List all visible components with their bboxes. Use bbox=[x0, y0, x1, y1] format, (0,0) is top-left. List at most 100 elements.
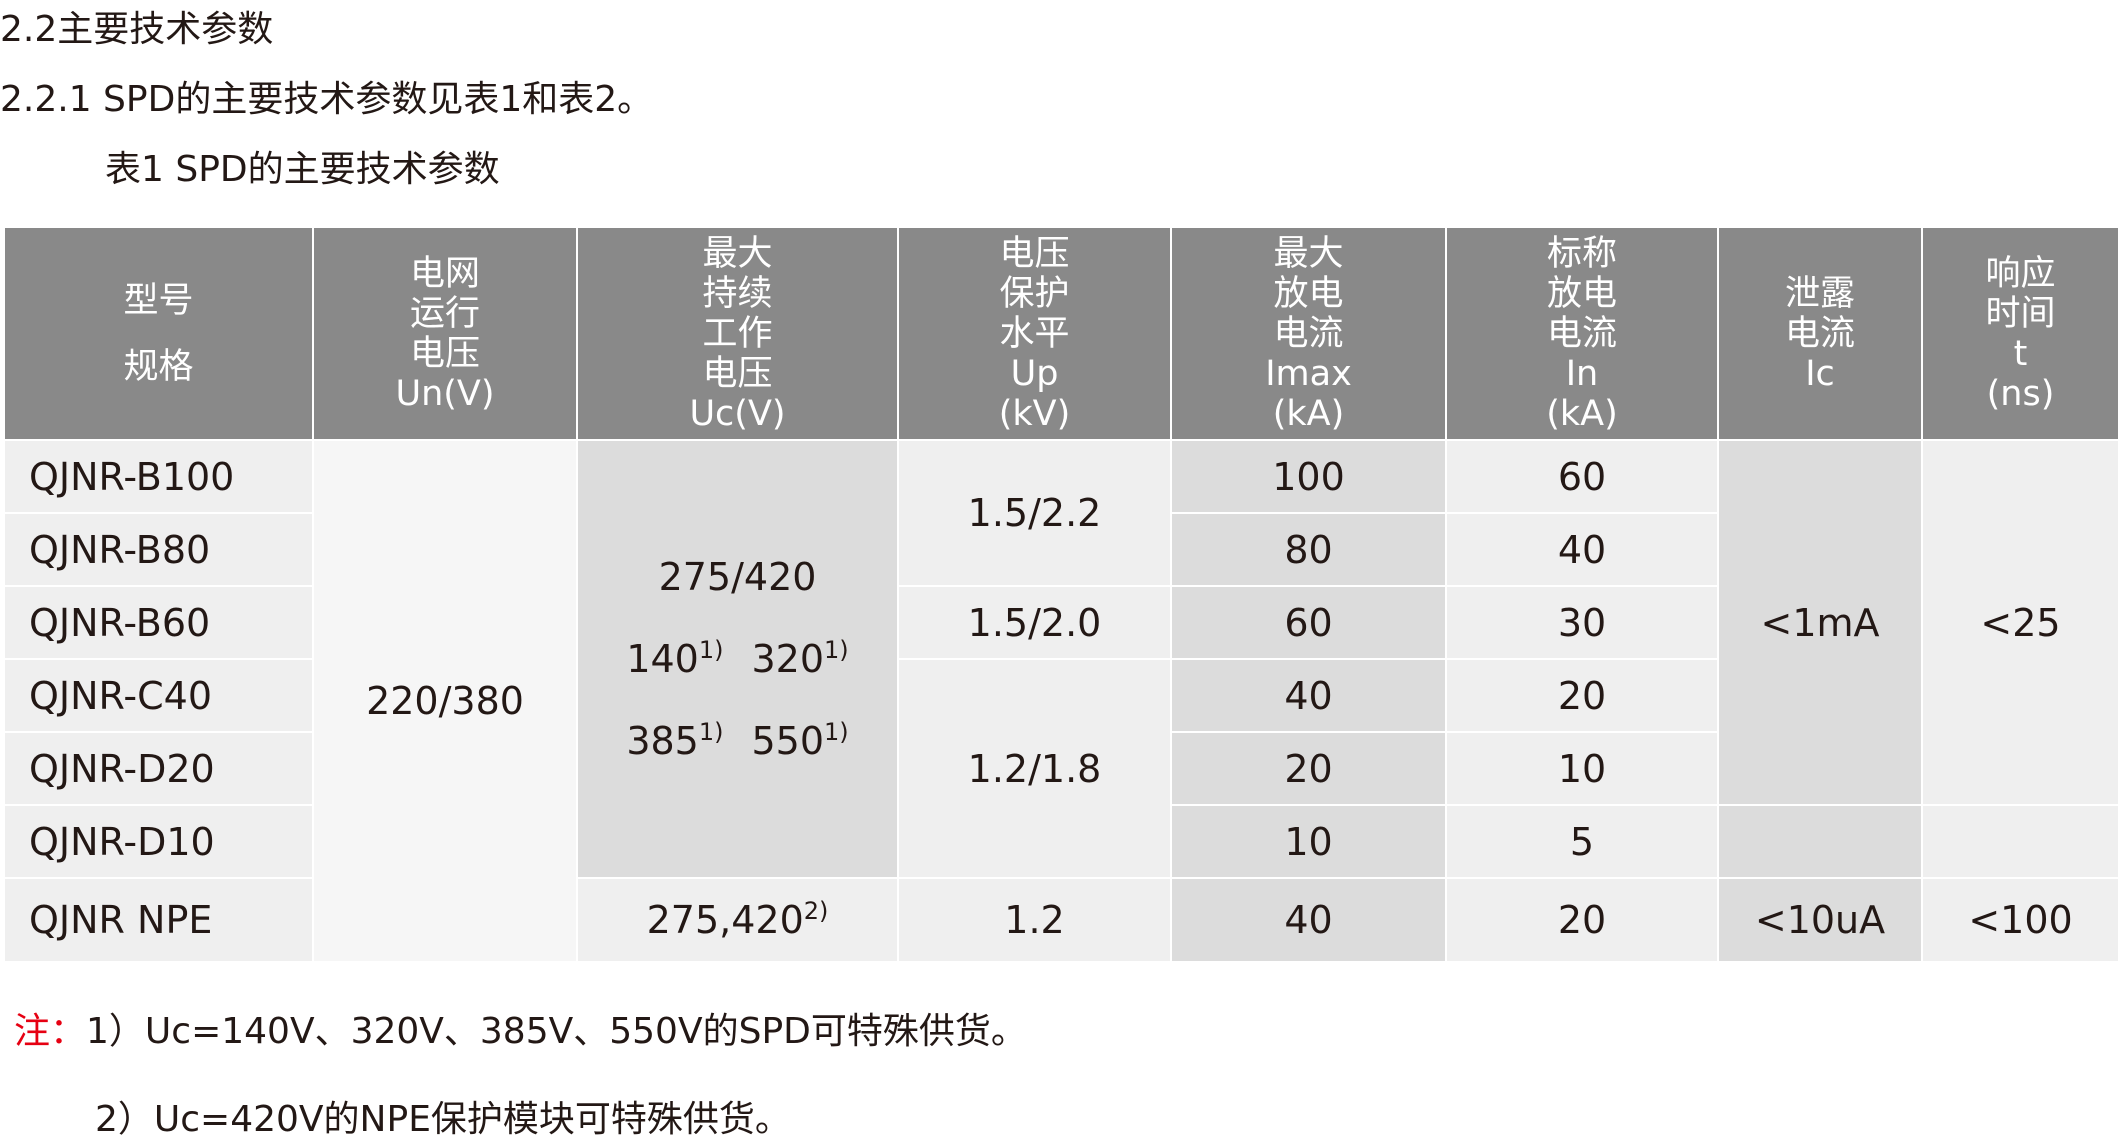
table-cell: 275,4202) bbox=[576, 877, 899, 963]
table-cell: 1.5/2.0 bbox=[897, 585, 1172, 660]
footnote-mark: 2) bbox=[803, 897, 829, 925]
header-cell: 电网 运行 电压 Un(V) bbox=[312, 226, 578, 441]
header-text: 电网 bbox=[409, 253, 480, 294]
header-text: 泄露 bbox=[1784, 273, 1855, 314]
header-text: 运行 bbox=[409, 293, 480, 334]
header-text: In bbox=[1565, 353, 1599, 394]
header-row: 型号 规格 电网 运行 电压 Un(V) 最大 持续 工作 电压 Uc(V) 电压 保护 水平 Up (kV)… bbox=[3, 226, 2120, 441]
header-text: 最大 bbox=[1273, 233, 1344, 274]
header-text: 电压 bbox=[999, 233, 1070, 274]
value-part: 3201) bbox=[752, 637, 849, 681]
header-text: 工作 bbox=[702, 313, 773, 354]
table-cell: 40 bbox=[1170, 877, 1447, 963]
table-cell: 20 bbox=[1445, 877, 1719, 963]
cell-line: 1401) 3201) bbox=[578, 618, 897, 700]
header-text: 时间 bbox=[1985, 293, 2056, 334]
value-text: 550 bbox=[751, 719, 825, 763]
footnote-mark: 1) bbox=[824, 636, 849, 664]
table-cell: 30 bbox=[1445, 585, 1719, 660]
value-part: 5501) bbox=[752, 719, 849, 763]
table-cell bbox=[1717, 804, 1923, 879]
table-cell: 10 bbox=[1445, 731, 1719, 806]
table-cell: QJNR-B60 bbox=[3, 585, 314, 660]
table-row: QJNR-D10 10 5 bbox=[3, 804, 2120, 879]
table-row: QJNR-C40 1.2/1.8 40 20 bbox=[3, 658, 2119, 879]
header-cell: 电压 保护 水平 Up (kV) bbox=[897, 226, 1172, 441]
value-part: 275/420 bbox=[659, 555, 817, 599]
table-body: QJNR-B100 220/380 275/420 1401) 3201) 3851) 55… bbox=[3, 439, 2120, 963]
spec-table: 型号 规格 电网 运行 电压 Un(V) 最大 持续 工作 电压 Uc(V) 电压 保护 水平 Up (kV)… bbox=[3, 226, 2120, 963]
table-cell: 40 bbox=[1170, 658, 1447, 733]
header-text: 电流 bbox=[1273, 313, 1344, 354]
header-text: 电流 bbox=[1784, 313, 1855, 354]
table-row: QJNR-D20 20 10 bbox=[3, 731, 2119, 806]
header-text: (kA) bbox=[1546, 393, 1618, 434]
footnote-mark: 1) bbox=[824, 718, 849, 746]
header-text: 最大 bbox=[702, 233, 773, 274]
table-cell: 40 bbox=[1445, 512, 1719, 587]
header-text: Imax bbox=[1265, 353, 1352, 394]
table-cell: 5 bbox=[1445, 804, 1719, 879]
note-text: 1）Uc=140V、320V、385V、550V的SPD可特殊供货。 bbox=[86, 1011, 1027, 1052]
table-cell: 220/380 bbox=[312, 439, 578, 963]
header-text: 响应 bbox=[1985, 253, 2056, 294]
cell-line: 275,4202) bbox=[578, 879, 897, 961]
table-row: QJNR NPE 275,4202) 1.2 40 20 <10uA <100 bbox=[3, 877, 2120, 963]
value-part: 275,4202) bbox=[647, 898, 829, 942]
header-text: 放电 bbox=[1273, 273, 1344, 314]
table-cell: 1.2 bbox=[897, 877, 1172, 963]
value-part: 3851) bbox=[626, 719, 723, 763]
header-text: 放电 bbox=[1546, 273, 1617, 314]
intro-text: 2.2.1 SPD的主要技术参数见表1和表2。 bbox=[0, 79, 654, 120]
value-text: 275,420 bbox=[646, 898, 804, 942]
table-cell: QJNR-C40 bbox=[3, 658, 314, 733]
header-text: Uc(V) bbox=[689, 393, 786, 434]
table-cell: 60 bbox=[1170, 585, 1447, 660]
note-label: 注： bbox=[14, 1011, 87, 1052]
header-cell: 标称 放电 电流 In (kA) bbox=[1445, 226, 1719, 441]
header-text: 水平 bbox=[999, 313, 1070, 354]
header-text: 电压 bbox=[409, 333, 480, 374]
header-text: (kV) bbox=[998, 393, 1071, 434]
footnote-mark: 1) bbox=[698, 718, 724, 746]
header-cell: 型号 规格 bbox=[3, 226, 314, 441]
header-text: 保护 bbox=[999, 273, 1070, 314]
table-cell: QJNR NPE bbox=[3, 877, 314, 963]
table-cell: <100 bbox=[1921, 877, 2120, 963]
value-text: 385 bbox=[626, 719, 699, 763]
note-2: 2）Uc=420V的NPE保护模块可特殊供货。 bbox=[95, 1099, 791, 1140]
table-cell bbox=[1921, 804, 2120, 879]
header-text: (kA) bbox=[1272, 393, 1345, 434]
note-1: 注：1）Uc=140V、320V、385V、550V的SPD可特殊供货。 bbox=[14, 1002, 1027, 1054]
table-cell: <1mA bbox=[1717, 439, 1923, 806]
table-cell: QJNR-B100 bbox=[3, 439, 314, 514]
header-text: Up bbox=[1010, 353, 1059, 394]
table-cell: 20 bbox=[1170, 731, 1447, 806]
header-text: 标称 bbox=[1546, 233, 1617, 274]
value-text: 140 bbox=[626, 637, 699, 681]
header-cell: 最大 持续 工作 电压 Uc(V) bbox=[576, 226, 899, 441]
value-text: 275/420 bbox=[658, 555, 817, 599]
value-text: 320 bbox=[751, 637, 825, 681]
table-cell: 275/420 1401) 3201) 3851) 5501) bbox=[576, 439, 899, 879]
header-text: Un(V) bbox=[395, 373, 495, 414]
section-title: 2.2主要技术参数 bbox=[0, 9, 274, 50]
table-row: QJNR-B60 1.5/2.0 60 30 bbox=[3, 585, 2119, 660]
table-cell: 20 bbox=[1445, 658, 1719, 733]
header-text: 电流 bbox=[1546, 313, 1617, 354]
table-cell: 1.5/2.2 bbox=[897, 439, 1172, 587]
cell-line: 275/420 bbox=[578, 536, 897, 618]
table-cell: QJNR-D10 bbox=[3, 804, 314, 879]
table-cell: <25 bbox=[1921, 439, 2120, 806]
table-cell: 80 bbox=[1170, 512, 1447, 587]
table-row: QJNR-B100 220/380 275/420 1401) 3201) 3851) 55… bbox=[3, 439, 2120, 963]
table-row: QJNR-B80 80 40 bbox=[3, 512, 2119, 587]
footnote-mark: 1) bbox=[698, 636, 724, 664]
value-part: 1401) bbox=[626, 637, 723, 681]
header-text: t bbox=[2013, 333, 2028, 374]
table-cell: 1.2/1.8 bbox=[897, 658, 1172, 879]
header-cell: 最大 放电 电流 Imax (kA) bbox=[1170, 226, 1447, 441]
table-cell: QJNR-B80 bbox=[3, 512, 314, 587]
header-text: 型号 bbox=[123, 280, 194, 321]
